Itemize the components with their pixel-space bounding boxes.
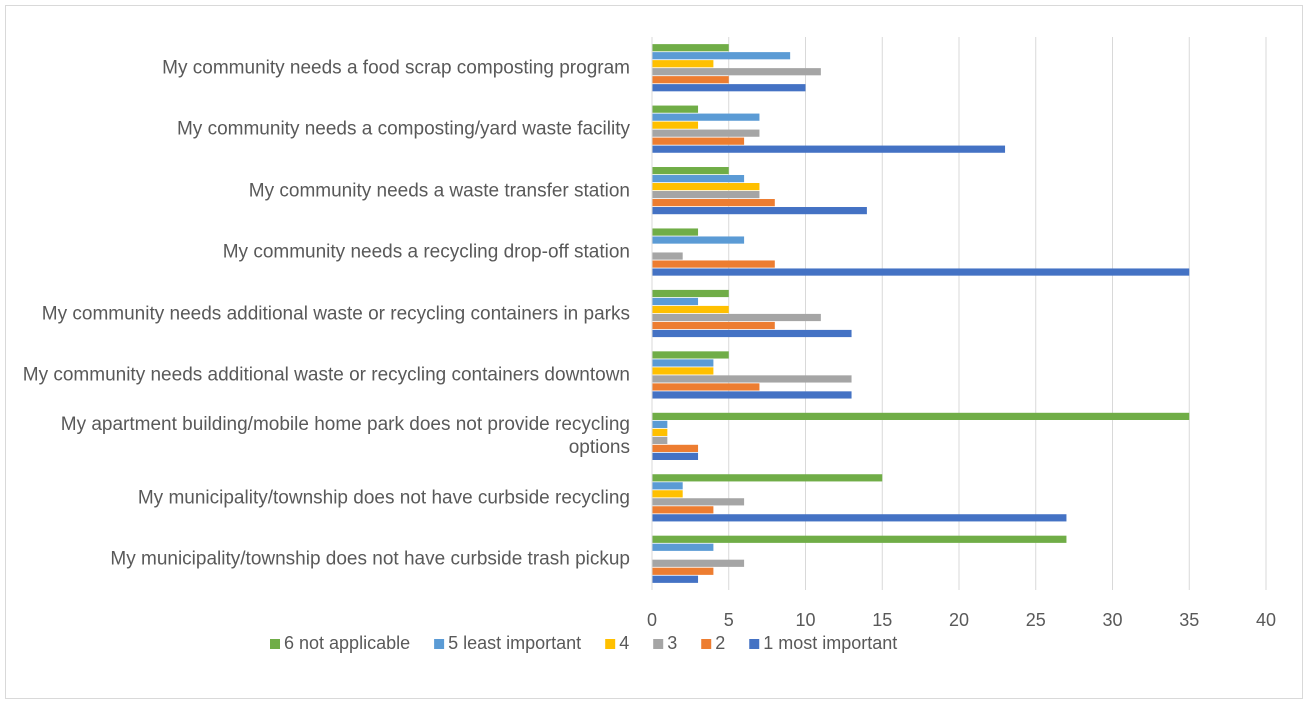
x-tick-label: 0 (647, 610, 657, 630)
y-tick-label: My community needs additional waste or r… (41, 303, 630, 324)
bar (652, 44, 729, 52)
x-tick-label: 30 (1102, 610, 1122, 630)
bar (652, 207, 867, 215)
x-tick-label: 15 (872, 610, 892, 630)
bar (652, 351, 729, 359)
legend-swatch (653, 639, 664, 649)
bar (652, 236, 745, 244)
bar (652, 289, 729, 298)
bar (652, 183, 760, 191)
bar (652, 129, 760, 137)
bar (652, 452, 699, 460)
bar (652, 321, 775, 330)
legend-label: 5 least important (448, 633, 581, 653)
legend-label: 6 not applicable (284, 633, 410, 653)
bar (652, 359, 714, 367)
bar (652, 575, 699, 583)
bar (652, 375, 852, 383)
bar (652, 428, 668, 436)
bar (652, 105, 699, 113)
bar (652, 175, 745, 183)
legend-swatch (605, 639, 616, 649)
bar (652, 76, 729, 84)
bar (652, 145, 1006, 153)
bar (652, 268, 1190, 276)
bar (652, 297, 699, 306)
y-tick-label: My community needs a food scrap composti… (162, 57, 630, 79)
x-tick-label: 40 (1256, 610, 1276, 630)
bar (652, 84, 806, 92)
bar (652, 367, 714, 375)
bar (652, 252, 683, 260)
legend-label: 3 (667, 633, 677, 653)
bar (652, 391, 852, 399)
x-tick-label: 10 (795, 610, 815, 630)
legend-swatch (749, 639, 760, 649)
bar (652, 137, 745, 145)
bar (652, 68, 821, 76)
y-tick-label: My community needs a composting/yard was… (176, 118, 630, 140)
legend-swatch (701, 639, 712, 649)
bar (652, 260, 775, 268)
x-tick-label: 5 (724, 610, 734, 630)
x-tick-label: 20 (949, 610, 969, 630)
y-tick-label: My municipality/township does not have c… (110, 548, 630, 570)
bar (652, 506, 714, 514)
legend-swatch (434, 639, 445, 649)
bar (652, 498, 745, 506)
bar (652, 412, 1190, 420)
legend-label: 4 (619, 633, 629, 653)
legend-label: 2 (715, 633, 725, 653)
x-tick-label: 35 (1179, 610, 1199, 630)
bar (652, 305, 729, 314)
bar (652, 121, 699, 129)
bar (652, 167, 729, 175)
bar (652, 313, 821, 322)
bar (652, 567, 714, 575)
bar (652, 482, 683, 490)
bar (652, 474, 883, 482)
bar (652, 436, 668, 444)
bar (652, 329, 852, 338)
bar (652, 420, 668, 428)
bar (652, 490, 683, 498)
x-tick-label: 25 (1026, 610, 1046, 630)
bar (652, 228, 699, 236)
legend-label: 1 most important (763, 633, 897, 653)
bar (652, 52, 791, 60)
bar (652, 514, 1067, 522)
y-tick-label: My apartment building/mobile home park d… (60, 414, 630, 459)
bar (652, 199, 775, 207)
legend-swatch (270, 639, 280, 649)
y-tick-label: My municipality/township does not have c… (137, 487, 630, 509)
bar (652, 113, 760, 121)
y-tick-label: My community needs a waste transfer stat… (248, 180, 630, 202)
bar (652, 191, 760, 199)
bar (652, 60, 714, 68)
bar (652, 444, 699, 452)
bar (652, 559, 745, 567)
y-tick-label: My community needs additional waste or r… (22, 364, 630, 386)
bar (652, 535, 1067, 543)
bar (652, 383, 760, 391)
y-tick-label: My community needs a recycling drop-off … (222, 241, 630, 263)
bar (652, 543, 714, 551)
